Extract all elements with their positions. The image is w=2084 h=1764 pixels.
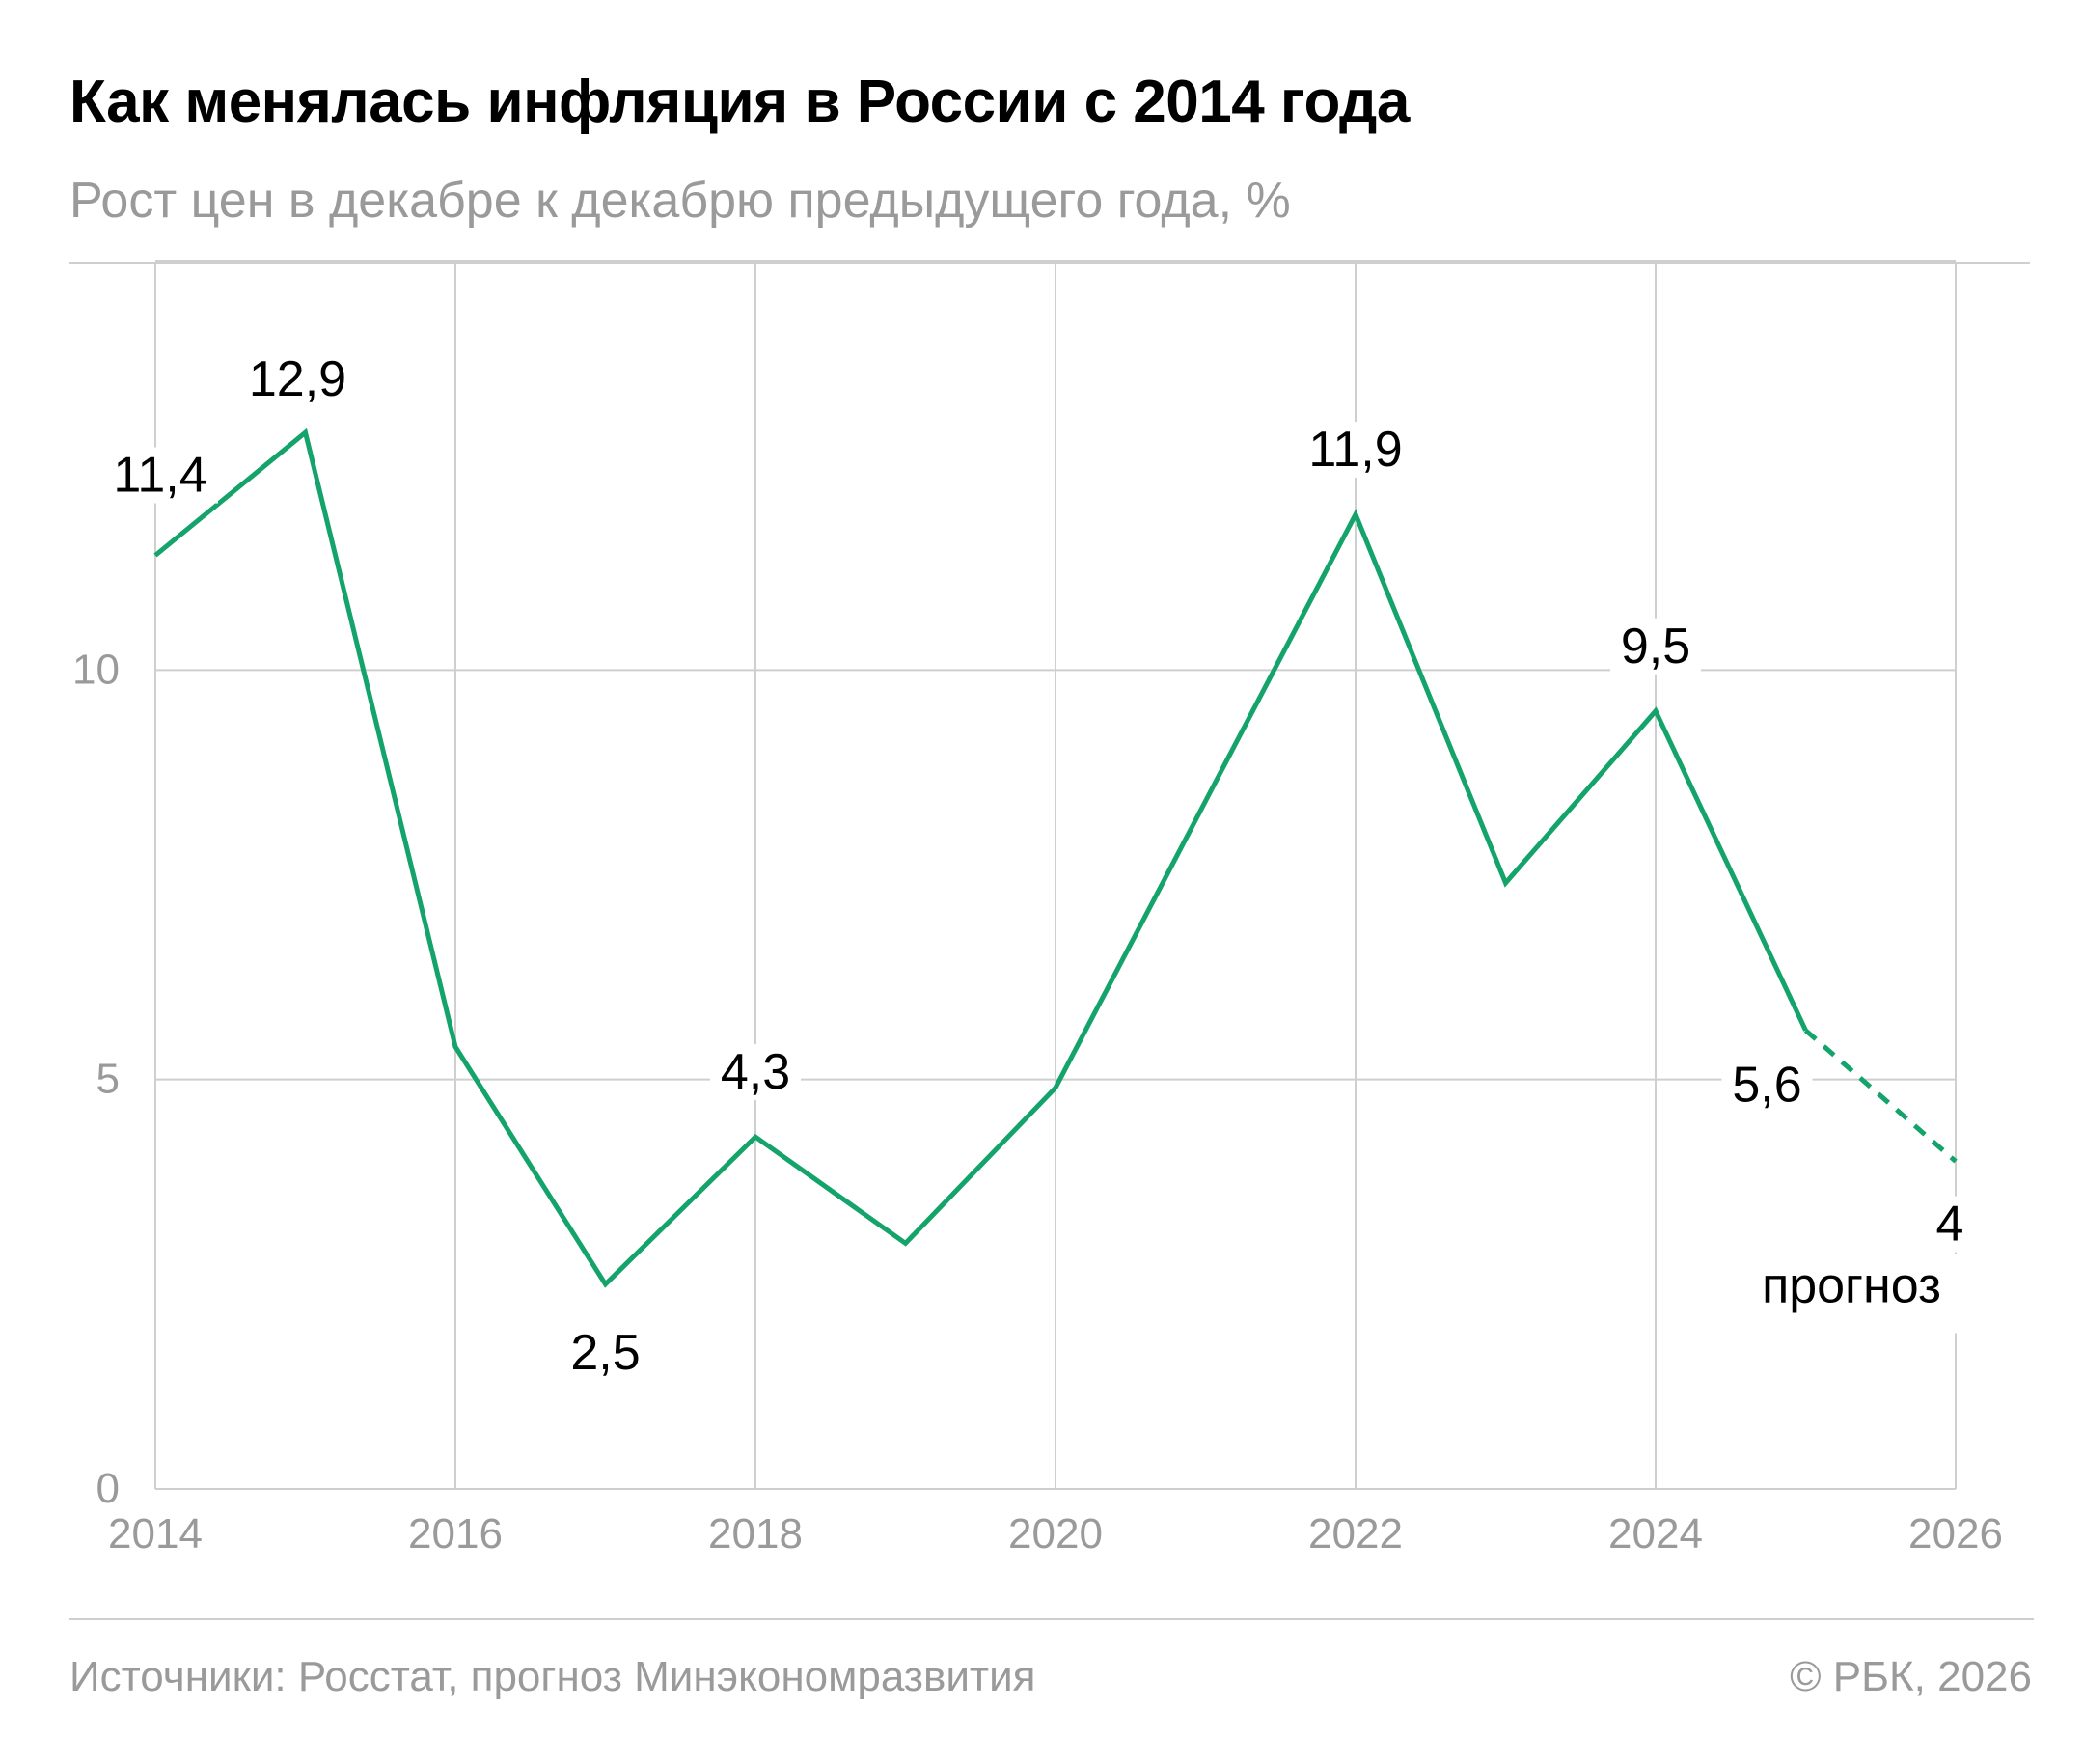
x-tick-label: 2022 — [1308, 1510, 1403, 1557]
data-label-backdrop — [1721, 1057, 1813, 1114]
data-label-backdrop — [1298, 422, 1413, 479]
data-label-backdrop — [710, 1044, 801, 1101]
chart-subtitle: Рост цен в декабре к декабрю предыдущего… — [69, 173, 1291, 229]
annotation-backdrop — [1736, 1254, 1967, 1334]
x-tick-label: 2016 — [408, 1510, 503, 1557]
x-tick-label: 2024 — [1608, 1510, 1703, 1557]
data-label-backdrop — [102, 447, 218, 504]
data-label: 2,5 — [570, 1325, 640, 1381]
chart-title: Как менялась инфляция в России с 2014 го… — [69, 69, 1410, 135]
data-label-backdrop — [560, 1324, 651, 1381]
data-label-backdrop — [1930, 1196, 1970, 1253]
forecast-annotation: прогноз — [1762, 1258, 1941, 1314]
data-label-backdrop — [1610, 618, 1701, 675]
data-label: 4,3 — [721, 1044, 790, 1100]
y-tick-label: 10 — [72, 646, 120, 693]
inflation-line-chart: 0 5 10 2014 2016 2018 2020 2022 2024 2026 11,4 12,… — [69, 260, 2030, 1557]
x-tick-label: 2026 — [1908, 1510, 2003, 1557]
data-label-backdrop — [239, 351, 356, 408]
x-tick-label: 2014 — [108, 1510, 203, 1557]
y-tick-label: 5 — [96, 1056, 120, 1103]
data-label: 11,4 — [113, 448, 206, 504]
actual-series-line — [153, 427, 1808, 1288]
data-label: 4 — [1936, 1197, 1964, 1253]
copyright-note: © РБК, 2026 — [1790, 1653, 2032, 1700]
footer-divider — [69, 1618, 2034, 1620]
x-tick-label: 2018 — [708, 1510, 803, 1557]
source-note: Источники: Росстат, прогноз Минэкономраз… — [69, 1653, 1036, 1700]
forecast-series-line — [1803, 1028, 1958, 1164]
data-label: 5,6 — [1732, 1058, 1801, 1114]
data-label: 9,5 — [1621, 619, 1690, 675]
y-tick-label: 0 — [96, 1465, 120, 1512]
data-label: 11,9 — [1308, 422, 1402, 478]
data-label: 12,9 — [249, 351, 346, 407]
x-tick-label: 2020 — [1008, 1510, 1103, 1557]
